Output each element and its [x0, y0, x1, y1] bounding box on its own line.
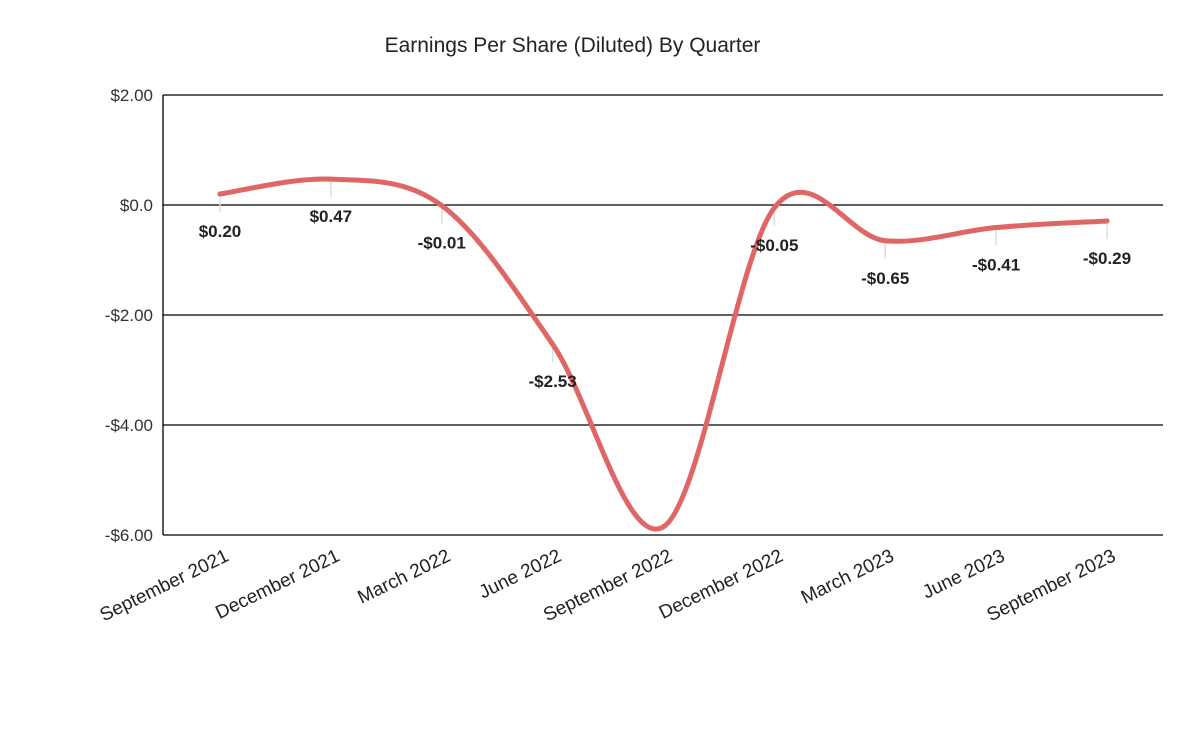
data-label: -$0.05	[750, 236, 798, 255]
y-tick-label: -$4.00	[105, 416, 153, 435]
data-label: $0.20	[199, 222, 242, 241]
x-tick-label: September 2021	[97, 546, 232, 626]
chart-title: Earnings Per Share (Diluted) By Quarter	[384, 34, 761, 57]
data-point	[882, 238, 888, 244]
series-line	[217, 176, 1110, 532]
x-tick-label: December 2022	[656, 546, 787, 624]
data-label: $0.47	[310, 207, 353, 226]
data-point	[1104, 218, 1110, 224]
x-tick-label: March 2023	[798, 546, 897, 609]
x-tick-label: June 2022	[476, 546, 565, 604]
y-tick-label: -$6.00	[105, 526, 153, 545]
data-point	[217, 191, 223, 197]
data-label: -$0.41	[972, 256, 1020, 275]
y-tick-label: -$2.00	[105, 306, 153, 325]
data-label: -$2.53	[529, 372, 577, 391]
y-tick-label: $2.00	[110, 86, 153, 105]
data-point	[993, 225, 999, 231]
data-point	[328, 176, 334, 182]
y-tick-label: $0.0	[120, 196, 153, 215]
data-point	[550, 341, 556, 347]
x-tick-label: December 2021	[212, 546, 343, 624]
x-tick-label: June 2023	[919, 546, 1008, 604]
data-label: -$0.01	[418, 234, 466, 253]
x-tick-label: March 2022	[355, 546, 454, 609]
data-point	[661, 524, 666, 530]
data-point	[439, 203, 445, 209]
data-point	[771, 205, 777, 211]
data-label: -$0.29	[1083, 249, 1131, 268]
data-label: -$0.65	[861, 269, 909, 288]
